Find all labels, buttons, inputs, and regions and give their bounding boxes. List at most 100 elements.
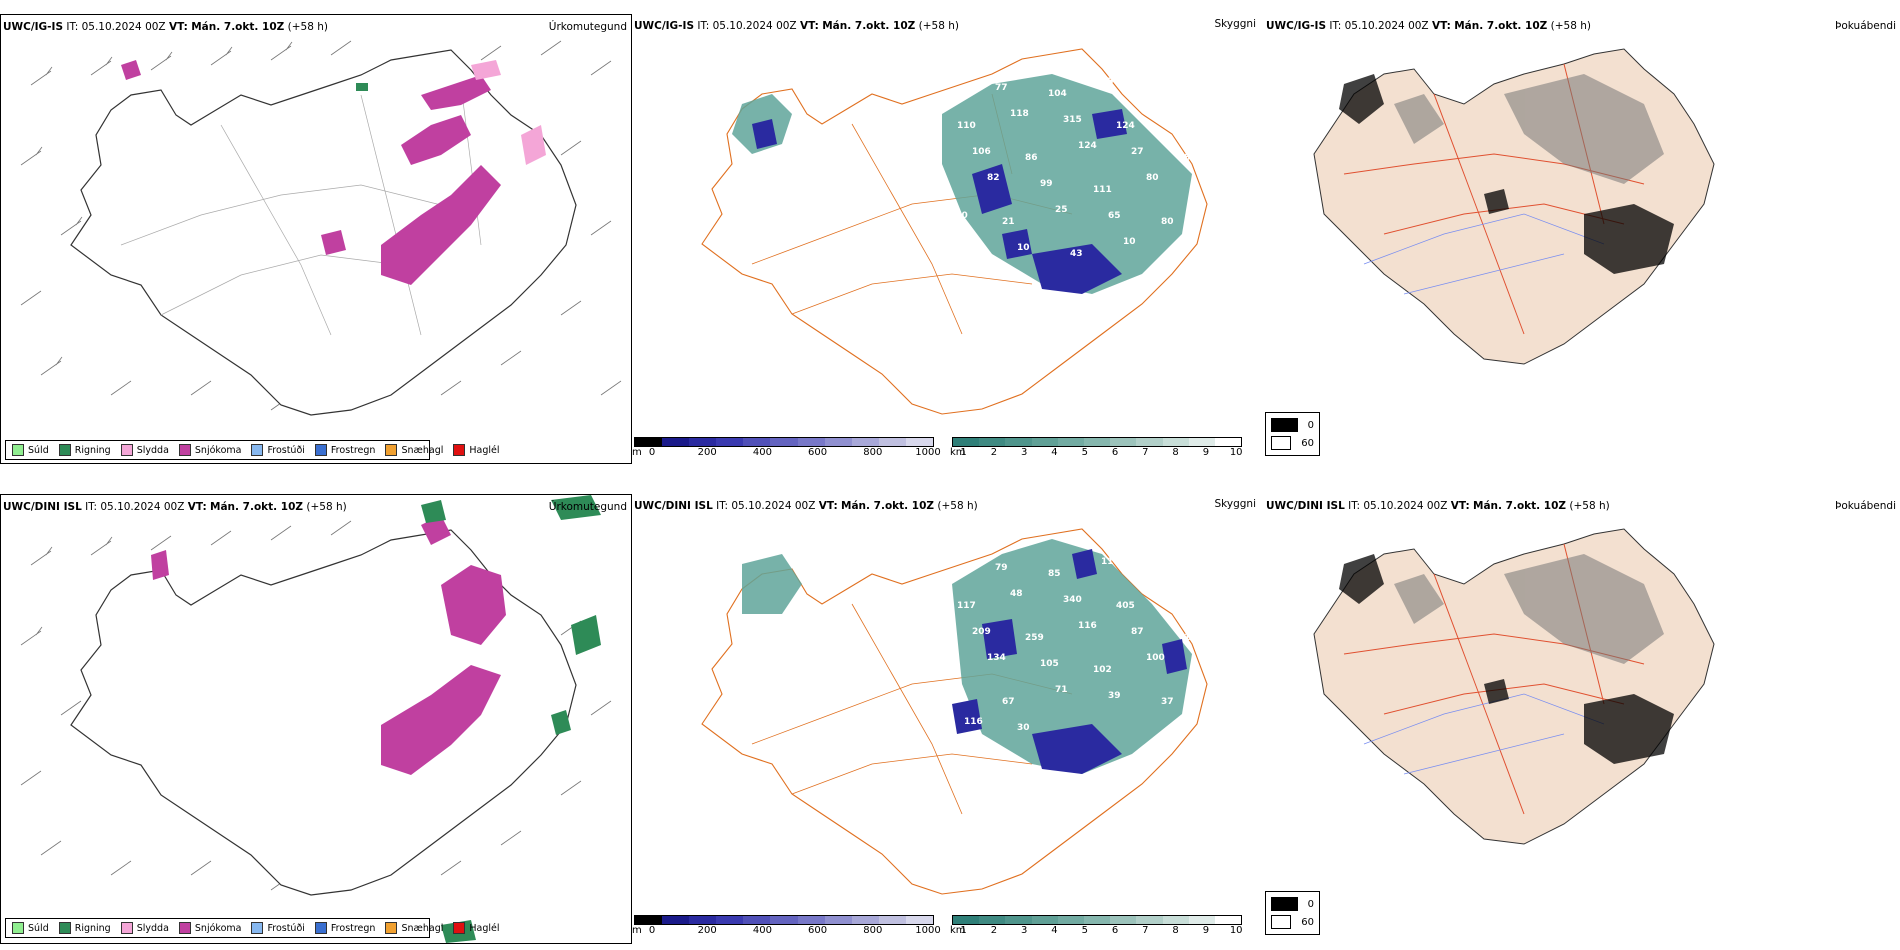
- vis-number-label: 27: [1131, 147, 1144, 157]
- vis-panel-bottom: 99 79 85 116 90 117 48 340 405 311 209 259 116 87 165 1…: [632, 494, 1264, 944]
- vis-number-label: 124: [1116, 121, 1135, 131]
- colorbar-tick-label: 3: [1020, 447, 1028, 458]
- colorbar-bin: [1214, 916, 1242, 924]
- colorbar-bin: [1162, 916, 1189, 924]
- vis-number-label: 37: [1161, 697, 1174, 707]
- colorbar-bin: [905, 916, 934, 924]
- fog-legend-row: 0: [1271, 895, 1314, 913]
- legend-label: Frostúði: [267, 444, 305, 456]
- colorbar-bin: [662, 916, 690, 924]
- colorbar-tick-label: 10: [1229, 925, 1243, 936]
- colorbar-strip: [634, 915, 934, 925]
- legend-label: Súld: [28, 444, 49, 456]
- fog-title-top: UWC/IG-IS IT: 05.10.2024 00Z VT: Mán. 7.…: [1266, 20, 1591, 32]
- colorbar-tick-label: 0: [648, 925, 656, 936]
- vis-number-label: 163: [942, 77, 961, 87]
- legend-label: Súld: [28, 922, 49, 934]
- colorbar-bin: [1031, 916, 1058, 924]
- colorbar-ticks: 1 2 3 4 5 6 7 8 9 10: [952, 447, 1242, 459]
- precip-title-bottom: UWC/DINI ISL IT: 05.10.2024 00Z VT: Mán.…: [3, 501, 347, 513]
- legend-swatch: [251, 922, 264, 934]
- legend-swatch: [314, 444, 327, 456]
- colorbar-tick-label: 600: [808, 447, 828, 458]
- vis-number-label: 100: [1146, 653, 1165, 663]
- colorbar-bin: [797, 916, 825, 924]
- colorbar-tick-label: 10: [1229, 447, 1243, 458]
- vis-number-label: 30: [1017, 723, 1030, 733]
- colorbar-unit: km: [950, 447, 966, 458]
- colorbar-bin: [1057, 916, 1084, 924]
- iceland-fog-map: [1313, 48, 1715, 365]
- colorbar-bin: [979, 916, 1006, 924]
- legend-item: Slydda: [120, 922, 169, 934]
- colorbar-tick-label: 3: [1020, 925, 1028, 936]
- legend-item: Snjókoma: [178, 444, 241, 456]
- height-colorbar-bottom: 0 200 400 600 800 1000 m: [632, 915, 941, 937]
- colorbar-tick-label: 9: [1202, 447, 1210, 458]
- legend-swatch: [12, 922, 24, 934]
- colorbar-bin: [1214, 438, 1242, 446]
- vis-number-label: 209: [972, 627, 991, 637]
- legend-swatch: [453, 922, 466, 934]
- vis-number-label: 110: [957, 121, 976, 131]
- vis-panel-top: 163 77 104 95 94 110 118 315 124 112 106 86 124 27 85 8…: [632, 14, 1264, 464]
- vis-number-label: 99: [942, 557, 955, 567]
- legend-item: Súld: [12, 444, 49, 456]
- iceland-vis-map: 99 79 85 116 90 117 48 340 405 311 209 259 116 87 165 1…: [701, 528, 1208, 895]
- colorbar-tick-label: 600: [808, 925, 828, 936]
- colorbar-bin: [851, 438, 879, 446]
- vis-number-label: 19: [964, 237, 977, 247]
- vis-number-label: 259: [1025, 633, 1044, 643]
- colorbar-bin: [635, 916, 663, 924]
- colorbar-bin: [1110, 438, 1137, 446]
- vis-number-label: 43: [1070, 249, 1083, 259]
- vis-number-label: 77: [995, 83, 1008, 93]
- colorbar-bin: [824, 916, 852, 924]
- iceland-vis-map: 163 77 104 95 94 110 118 315 124 112 106 86 124 27 85 8…: [701, 48, 1208, 415]
- vis-number-label: 94: [1154, 83, 1167, 93]
- colorbar-tick-label: 400: [752, 447, 772, 458]
- vis-number-label: 95: [1101, 77, 1114, 87]
- precip-panel-bottom: UWC/DINI ISL IT: 05.10.2024 00Z VT: Mán.…: [0, 494, 632, 944]
- vis-number-label: 48: [1010, 589, 1023, 599]
- vis-number-label: 10: [1017, 243, 1030, 253]
- legend-item: Slydda: [120, 444, 169, 456]
- precip-title-top: UWC/IG-IS IT: 05.10.2024 00Z VT: Mán. 7.…: [3, 21, 328, 33]
- legend-swatch: [178, 922, 191, 934]
- vis-number-label: 310: [949, 211, 968, 221]
- legend-item: Súld: [12, 922, 49, 934]
- legend-item: Snæhagl: [385, 922, 443, 934]
- colorbar-ticks: 1 2 3 4 5 6 7 8 9 10: [952, 925, 1242, 937]
- colorbar-bin: [1005, 916, 1032, 924]
- vis-number-label: 104: [1048, 89, 1067, 99]
- colorbar-bin: [689, 438, 717, 446]
- vis-number-label: 85: [1184, 153, 1197, 163]
- vis-number-label: 134: [987, 653, 1006, 663]
- vis-number-label: 21: [1002, 217, 1015, 227]
- vis-numbers-top: 163 77 104 95 94 110 118 315 124 112 106 86 124 27 85 8…: [942, 77, 1197, 259]
- legend-label: Slydda: [136, 922, 169, 934]
- legend-label: Rigning: [74, 444, 111, 456]
- legend-swatch: [453, 444, 466, 456]
- colorbar-bin: [1136, 438, 1163, 446]
- vis-label-top: Skyggni: [1214, 18, 1257, 30]
- colorbar-unit: m: [632, 447, 642, 458]
- colorbar-bin: [1083, 438, 1111, 446]
- legend-swatch: [120, 922, 133, 934]
- legend-item: Rigning: [58, 922, 111, 934]
- colorbar-unit: m: [632, 925, 642, 936]
- legend-item: Frostregn: [314, 922, 375, 934]
- colorbar-strip: [952, 437, 1242, 447]
- colorbar-tick-label: 9: [1202, 925, 1210, 936]
- vis-number-label: 71: [1055, 685, 1068, 695]
- vis-number-label: 117: [957, 601, 976, 611]
- iceland-precip-map: [20, 495, 612, 943]
- legend-label: Haglél: [469, 444, 500, 456]
- fog-legend-bottom: 0 60: [1265, 891, 1320, 935]
- colorbar-bin: [1188, 438, 1215, 446]
- legend-label: Slydda: [136, 444, 169, 456]
- vis-number-label: 80: [1146, 173, 1159, 183]
- vis-number-label: 405: [1116, 601, 1135, 611]
- vis-numbers-bottom: 99 79 85 116 90 117 48 340 405 311 209 259 116 87 165 1…: [942, 557, 1203, 733]
- colorbar-strip: [952, 915, 1242, 925]
